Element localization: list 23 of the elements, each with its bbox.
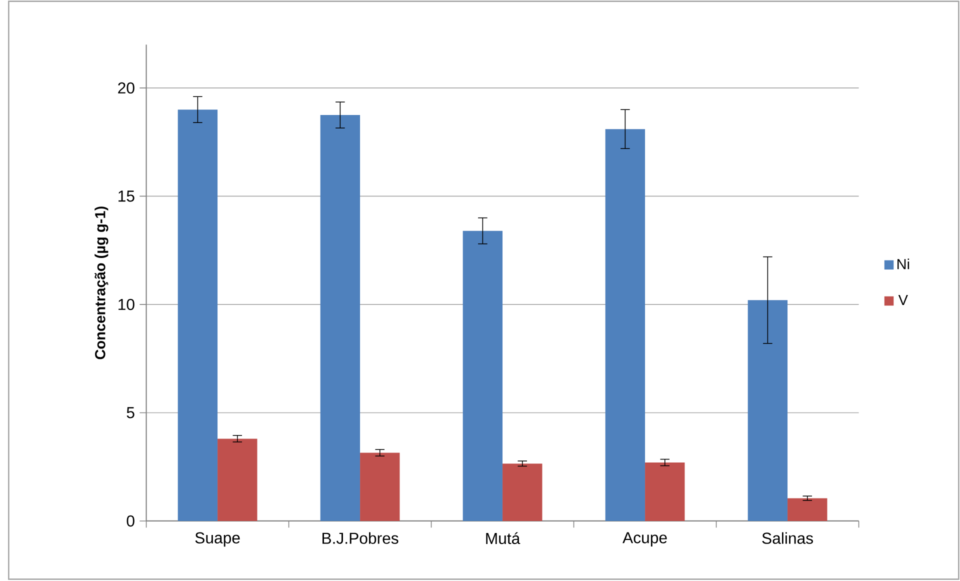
bar (788, 498, 828, 522)
y-tick-label: 0 (126, 516, 134, 527)
legend-label: V (898, 295, 908, 306)
y-tick-label: 15 (118, 190, 134, 202)
x-tick-label: Acupe (622, 532, 667, 547)
bar (320, 115, 360, 522)
bar (502, 464, 542, 522)
bar (360, 453, 400, 522)
bar (645, 462, 685, 522)
y-tick-label: 10 (118, 299, 134, 310)
x-tick-label: Mutá (486, 532, 520, 544)
x-tick-label: Suape (195, 532, 240, 547)
bar (462, 231, 503, 522)
legend-label: Ni (897, 258, 910, 270)
x-tick-label: Salinas (762, 532, 813, 544)
bar (748, 300, 788, 522)
y-tick-label: 5 (126, 407, 134, 418)
bar (605, 129, 646, 522)
y-tick-label: 20 (118, 82, 134, 94)
x-tick-label: B.J.Pobres (322, 532, 398, 544)
bar (218, 438, 258, 522)
bar (178, 110, 218, 522)
y-axis-title: Concentração (µg g-1) (94, 206, 108, 360)
